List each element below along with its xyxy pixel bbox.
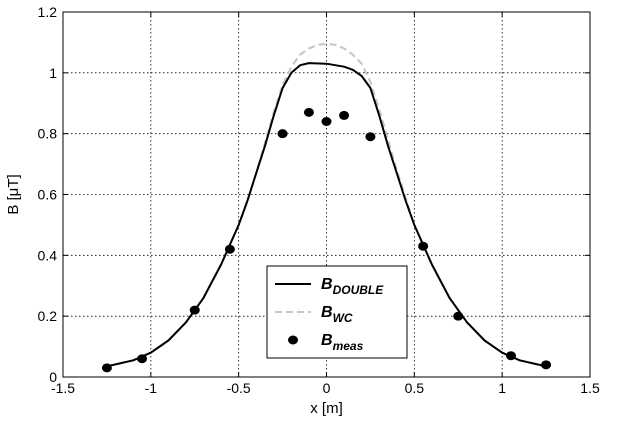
series-layer [101,42,552,373]
x-tick-label: -1.5 [51,380,75,396]
y-axis-label: B [μT] [5,174,22,214]
legend-wc-label: BWC [321,304,353,325]
x-tick-label: 1.5 [580,380,600,396]
series-meas-point [418,241,429,251]
series-meas-point [101,363,112,373]
y-tick-label: 0.4 [38,247,58,263]
series-meas-point [277,129,288,139]
legend-meas-marker [288,335,298,345]
x-tick-label: -0.5 [227,380,251,396]
y-tick-label: 1.2 [38,4,58,20]
y-tick-label: 0.8 [38,126,58,142]
series-meas-point [339,110,350,120]
series-meas-point [505,351,516,361]
x-tick-label: 0 [323,380,331,396]
y-tick-label: 0.6 [38,187,58,203]
series-meas-point [137,354,148,364]
series-meas-point [224,244,235,254]
series-meas-point [453,311,464,321]
x-tick-label: -1 [145,380,158,396]
series-meas-point [365,132,376,142]
y-tick-label: 0 [49,369,57,385]
y-tick-label: 1 [49,65,57,81]
series-meas-point [541,360,552,370]
series-meas-point [189,305,200,315]
x-tick-label: 0.5 [405,380,425,396]
legend: BDOUBLE BWC Bmeas [266,265,408,359]
series-meas-point [321,117,332,126]
y-tick-label: 0.2 [38,308,58,324]
series-meas-point [303,107,314,117]
legend-meas-label: Bmeas [321,332,364,353]
tick-labels: -1.5 -1 -0.5 0 0.5 1 1.5 0 0.2 0.4 0.6 0.8 1 1.2 [38,4,600,396]
legend-double-label: BDOUBLE [321,276,384,297]
x-axis-label: x [m] [310,400,343,417]
x-tick-label: 1 [498,380,506,396]
series-double-line [106,62,547,368]
